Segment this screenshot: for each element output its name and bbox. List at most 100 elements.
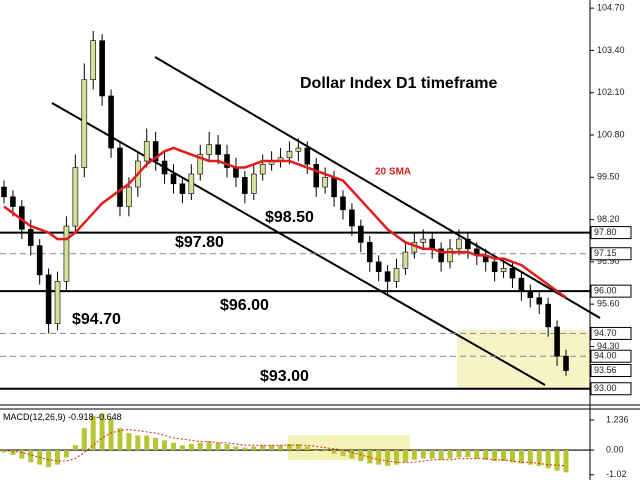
candle-body [161,160,168,175]
macd-bar [179,445,185,451]
macd-bar [188,444,194,451]
level-box [590,247,632,261]
macd-bar [170,442,176,451]
macd-bar [322,450,328,452]
macd-bar [492,450,498,461]
candle-body [491,261,498,272]
candle-body [54,281,61,324]
macd-bar [545,450,551,469]
level-label: 97.15 [594,248,617,258]
macd-bar [385,450,391,466]
signal-line [3,428,567,467]
chart-title: Dollar Index D1 timeframe [300,75,498,92]
macd-bar [278,445,284,451]
level-label: 93.00 [594,383,617,393]
macd-bar [99,413,105,451]
y-tick-label: 100.80 [597,129,625,139]
macd-bar [260,445,266,451]
candle-body [500,268,507,272]
candle-body [509,268,516,279]
macd-name: MACD(12,26,9) [3,412,66,422]
y-tick-label: -1.02 [606,469,627,479]
level-label: 97.80 [594,227,617,237]
y-tick-label: 0.00 [606,444,624,454]
candle-body [313,163,320,188]
macd-bar [340,450,346,457]
candle-body [420,238,427,243]
macd-bar [28,450,34,463]
candle-body [527,290,534,298]
level-box [590,382,632,396]
candle-body [393,268,400,282]
candle-body [143,141,150,162]
candle-body [152,141,159,162]
candle-body [384,271,391,282]
y-tick-label: 99.50 [597,172,620,182]
macd-bar [376,450,382,465]
macd-bar [197,442,203,451]
candle-body [375,261,382,272]
y-tick-label: 94.30 [597,341,620,351]
marks: 104.70103.40102.10100.8099.5098.2096.909… [0,3,632,479]
macd-bar [117,428,123,451]
candle-body [108,95,114,149]
macd-bar [135,435,141,451]
macd-bar [206,441,212,451]
signal-value: -0.648 [96,412,122,422]
highlight-zone [457,330,590,388]
macd-bar [90,416,96,451]
candle-body [117,147,123,207]
level-label: 96.00 [594,286,617,296]
candle-body [429,238,435,250]
macd-bar [242,447,248,451]
y-tick-label: 104.70 [597,3,625,13]
candle-body [36,245,43,276]
macd-bar [536,450,542,466]
macd-bar [358,450,364,461]
macd-bar [313,450,319,451]
macd-bar [108,418,114,451]
candle-body [215,144,221,155]
macd-bar [46,450,52,468]
macd-bar [126,433,132,451]
candle-body [465,238,471,250]
candle-body [170,173,177,185]
macd-bar [429,450,435,459]
macd-bar [55,450,61,465]
macd-bar [349,450,355,459]
y-tick-label: 96.90 [597,256,620,266]
level-box [590,284,632,298]
sma-label: 20 SMA [375,167,411,178]
annotation: $97.80 [175,234,224,251]
candle-body [188,173,195,194]
macd-bar [483,450,489,460]
candle-body [563,355,569,371]
level-box [590,364,632,378]
macd-bar [563,450,569,473]
macd-bar [447,450,453,459]
candle-body [554,326,560,357]
macd-bar [162,440,168,451]
macd-bar [304,446,310,451]
candle-body [72,167,79,227]
macd-bar [153,437,159,451]
candle-body [331,176,337,198]
macd-bar [527,450,533,465]
annotation: $94.70 [72,311,121,328]
macd-bar [215,442,221,451]
candle-body [259,163,266,175]
macd-bar [394,450,400,465]
macd-bar [456,450,462,458]
macd-bar [295,444,301,451]
candle-body [10,196,16,207]
macd-bar [233,446,239,451]
y-tick-label: 1.236 [606,414,629,424]
macd-value: -0.918 [68,412,94,422]
macd-bar [474,450,480,459]
macd-bar [501,450,507,461]
y-tick-label: 95.60 [597,299,620,309]
candle-body [456,238,462,250]
candle-body [63,225,70,282]
candle-body [447,248,453,263]
